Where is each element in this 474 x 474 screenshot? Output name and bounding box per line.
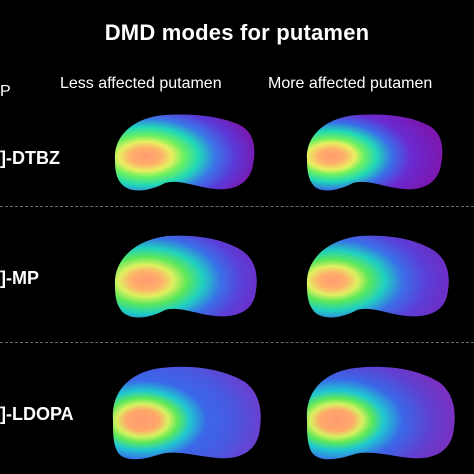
brain-map-mp-more-affected <box>295 228 465 328</box>
brain-map-mp-less-affected <box>95 228 265 328</box>
column-header-less-affected: Less affected putamen <box>60 75 222 92</box>
row-label-mp: ]-MP <box>0 268 39 288</box>
row-label-ldopa: ]-LDOPA <box>0 404 74 424</box>
row-divider <box>0 206 474 207</box>
brain-map-ldopa-less-affected <box>95 358 265 468</box>
corner-mark: P <box>0 83 11 100</box>
brain-map-dtbz-more-affected <box>295 105 465 200</box>
row-label-dtbz: ]-DTBZ <box>0 148 60 168</box>
column-header-more-affected: More affected putamen <box>268 75 433 92</box>
brain-map-dtbz-less-affected <box>95 105 265 200</box>
brain-map-ldopa-more-affected <box>295 358 465 468</box>
row-divider <box>0 342 474 343</box>
figure-title: DMD modes for putamen <box>104 20 370 45</box>
